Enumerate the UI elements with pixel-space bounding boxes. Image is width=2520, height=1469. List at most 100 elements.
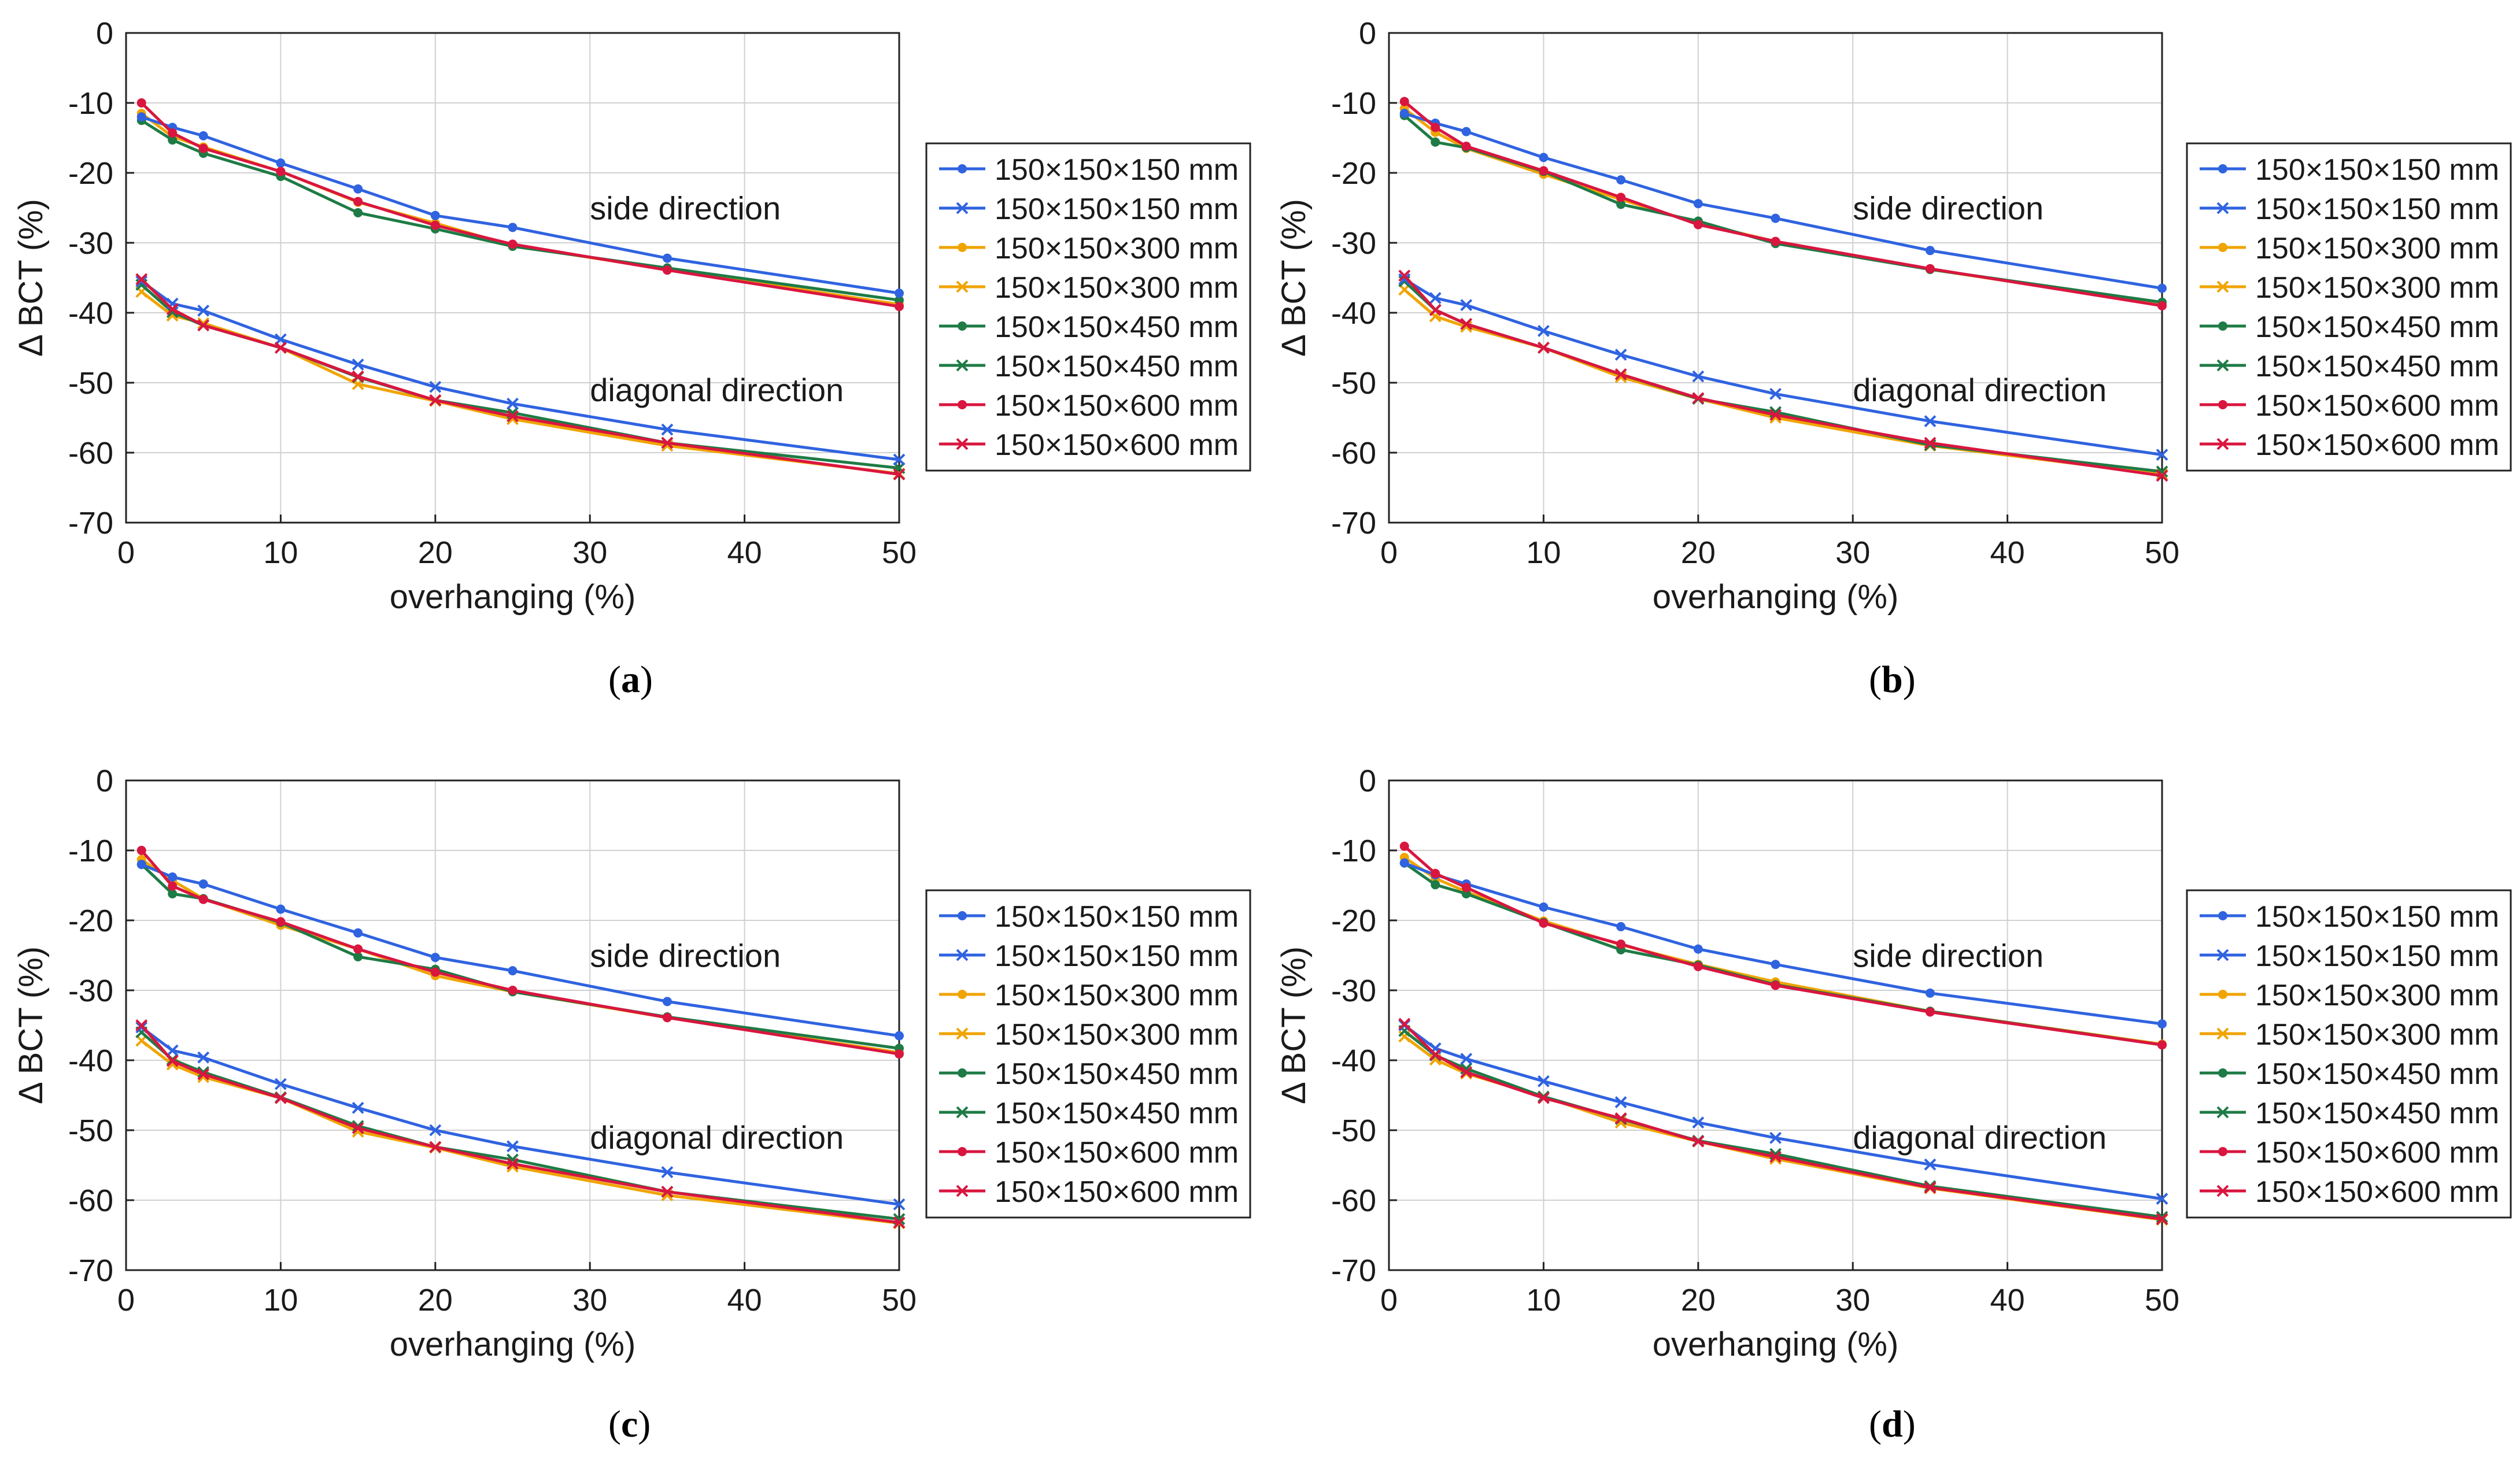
data-point <box>136 860 146 869</box>
x-axis-label: overhanging (%) <box>1653 1326 1899 1363</box>
data-point <box>1693 220 1703 230</box>
x-tick-label: 30 <box>1835 535 1870 570</box>
data-point <box>893 1216 906 1229</box>
y-tick-label: -50 <box>68 1113 113 1148</box>
caption-a: (a) <box>608 658 653 702</box>
x-tick-label: 30 <box>572 1283 607 1318</box>
data-point <box>429 380 442 393</box>
series-line <box>1403 861 2163 1026</box>
x-axis-label: overhanging (%) <box>390 1326 636 1363</box>
series-line <box>140 849 900 1056</box>
series-3 <box>1399 853 2167 1049</box>
data-point <box>508 966 518 976</box>
caption-c-open: ( <box>608 1403 621 1445</box>
data-point <box>662 1013 672 1023</box>
legend-marker <box>956 1027 969 1040</box>
data-point <box>166 303 179 316</box>
data-point <box>2156 449 2168 461</box>
data-point <box>1539 902 1549 912</box>
legend-label: 150×150×450 mm <box>2255 310 2499 344</box>
legend-marker <box>956 1185 969 1197</box>
data-point <box>1537 342 1550 354</box>
legend-item: 150×150×600 mm <box>2200 428 2499 462</box>
data-point <box>274 1078 287 1090</box>
legend-label: 150×150×450 mm <box>2255 350 2499 383</box>
legend-label: 150×150×300 mm <box>995 232 1239 265</box>
data-point <box>661 423 674 436</box>
data-point <box>1616 199 1626 209</box>
data-point <box>1693 199 1703 209</box>
legend-label: 150×150×600 mm <box>2255 428 2499 462</box>
series-line <box>1403 114 2163 304</box>
legend-marker <box>956 359 969 372</box>
y-tick-label: -50 <box>68 366 113 401</box>
data-point <box>1616 939 1626 949</box>
plot-frame <box>125 32 900 524</box>
y-tick-label: -70 <box>68 1253 113 1288</box>
data-point <box>1692 1116 1705 1129</box>
data-point <box>1924 1158 1937 1171</box>
data-point <box>168 889 178 899</box>
legend-marker <box>958 321 967 331</box>
series-line <box>141 1026 900 1206</box>
data-point <box>1769 387 1782 400</box>
data-point <box>430 967 440 977</box>
data-point <box>1692 370 1705 383</box>
x-tick-label: 50 <box>2145 1283 2179 1318</box>
y-tick-label: -40 <box>68 296 113 331</box>
data-point <box>276 166 286 176</box>
data-point <box>168 872 178 882</box>
series-8 <box>1398 269 2168 482</box>
y-tick-label: 0 <box>96 16 113 51</box>
annotation-diagonal-direction: diagonal direction <box>1853 1119 2107 1156</box>
legend-item: 150×150×450 mm <box>2200 350 2499 383</box>
data-point <box>507 1140 519 1153</box>
data-point <box>166 1054 179 1067</box>
data-point <box>1692 1135 1705 1148</box>
caption-d-open: ( <box>1869 1403 1882 1445</box>
legend-marker <box>2216 202 2229 214</box>
data-point <box>1769 1131 1782 1144</box>
caption-d-letter: d <box>1881 1403 1903 1445</box>
legend-item: 150×150×450 mm <box>939 1057 1239 1091</box>
x-tick-label: 10 <box>1526 1283 1561 1318</box>
data-point <box>661 1186 674 1198</box>
legend-item: 150×150×150 mm <box>2200 193 2499 226</box>
y-tick-label: -30 <box>68 974 113 1008</box>
legend-item: 150×150×300 mm <box>2200 979 2499 1012</box>
data-point <box>1614 1096 1627 1109</box>
data-point <box>1614 349 1627 361</box>
caption-d: (d) <box>1869 1403 1916 1446</box>
data-point <box>1399 97 1409 106</box>
y-tick-label: -10 <box>1331 86 1376 121</box>
series-line <box>1403 112 2163 290</box>
x-tick-label: 0 <box>117 535 135 570</box>
data-point <box>2157 283 2167 293</box>
data-point <box>1769 1150 1782 1163</box>
data-point <box>198 879 208 889</box>
data-point <box>276 904 286 914</box>
data-point <box>1429 1048 1442 1061</box>
y-tick-label: -20 <box>1331 156 1376 191</box>
legend-marker <box>2216 1027 2229 1040</box>
data-point <box>1537 1075 1550 1087</box>
y-tick-label: 0 <box>96 764 113 798</box>
legend-label: 150×150×450 mm <box>995 310 1239 344</box>
legend-box <box>925 142 1251 472</box>
data-point <box>1924 415 1937 427</box>
data-point <box>1771 213 1780 223</box>
data-point <box>661 436 674 449</box>
series-5 <box>1399 858 2167 1050</box>
data-point <box>1431 868 1440 878</box>
legend-label: 150×150×600 mm <box>2255 389 2499 423</box>
legend-marker <box>958 164 967 173</box>
data-point <box>274 1091 287 1104</box>
x-tick-label: 40 <box>727 1283 762 1318</box>
legend-marker <box>958 400 967 409</box>
caption-d-close: ) <box>1902 1403 1916 1445</box>
caption-b: (b) <box>1869 658 1916 702</box>
data-point <box>1614 368 1627 380</box>
data-point <box>166 1044 179 1057</box>
legend-item: 150×150×450 mm <box>2200 310 2499 344</box>
legend-item: 150×150×600 mm <box>2200 1175 2499 1209</box>
